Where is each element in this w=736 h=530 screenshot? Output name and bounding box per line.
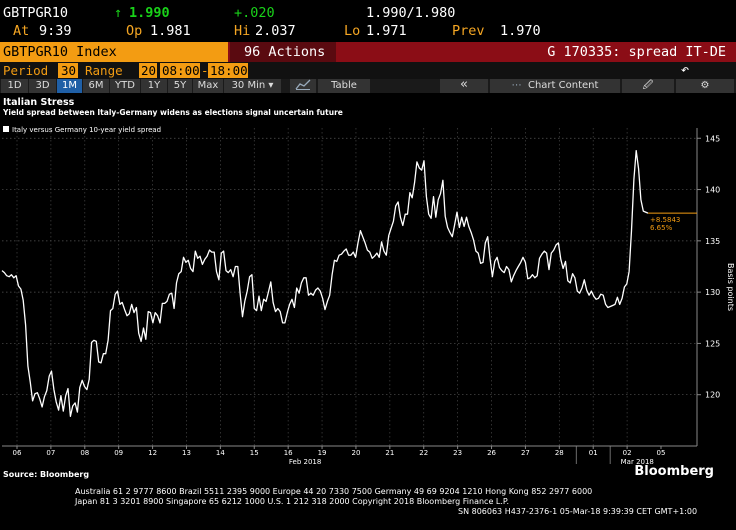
x-tick-label: 14: [216, 449, 225, 457]
undo-icon[interactable]: ↶: [680, 62, 690, 78]
ticker: GBTPGR10: [3, 5, 69, 21]
x-tick-label: 23: [453, 449, 462, 457]
footer-session-line: SN 806063 H437-2376-1 05-Mar-18 9:39:39 …: [458, 507, 698, 516]
toolbar: 1D 3D 1M 6M YTD 1Y 5Y Max 30 Min ▾ Table…: [0, 78, 736, 93]
parameter-bar: Period 30 Range 20 08:00 - 18:00 ↶: [0, 62, 736, 79]
source-note: Source: Bloomberg: [3, 470, 90, 479]
x-tick-label: 21: [385, 449, 394, 457]
chart-content-label: Chart Content: [527, 80, 599, 91]
y-tick-label: 140: [705, 186, 720, 195]
prev-value: 1.970: [500, 23, 541, 39]
range-button-1y[interactable]: 1Y: [141, 79, 167, 93]
actions-label: Actions: [268, 44, 326, 60]
line-chart: Italy versus Germany 10-year yield sprea…: [1, 126, 735, 464]
low-value: 1.971: [366, 23, 407, 39]
range-field[interactable]: 20: [139, 63, 157, 78]
range-button-max[interactable]: Max: [193, 79, 223, 93]
x-tick-label: 07: [46, 449, 55, 457]
price-change: +.020: [234, 5, 275, 21]
legend-label: Italy versus Germany 10-year yield sprea…: [12, 126, 161, 134]
x-tick-label: 22: [419, 449, 428, 457]
chart-title: Italian Stress: [3, 97, 75, 108]
y-axis-label: Basis points: [726, 263, 735, 311]
x-tick-label: 20: [351, 449, 360, 457]
legend-swatch: [3, 126, 9, 132]
page-title: G 170335: spread IT-DE: [547, 44, 726, 60]
y-tick-label: 135: [705, 237, 720, 246]
bid-ask: 1.990/1.980: [366, 5, 456, 21]
chart-content-button[interactable]: ⋯ Chart Content: [490, 79, 620, 93]
table-button[interactable]: Table: [318, 79, 370, 93]
chart-content-icon: ⋯: [511, 80, 525, 91]
time-to-field[interactable]: 18:00: [208, 63, 248, 78]
x-tick-label: 08: [80, 449, 89, 457]
x-tick-label: 06: [13, 449, 22, 457]
prev-label: Prev: [452, 23, 485, 39]
period-field[interactable]: 30: [58, 63, 78, 78]
x-tick-label: 28: [555, 449, 564, 457]
open-label: Op: [126, 23, 143, 39]
annotate-icon[interactable]: 🖉: [622, 79, 674, 93]
frequency-value: 30 Min: [231, 80, 266, 91]
up-arrow-icon: ↑: [114, 5, 123, 21]
x-tick-label: 12: [148, 449, 157, 457]
x-tick-label: 02: [623, 449, 632, 457]
last-pct-label: 6.65%: [650, 224, 673, 232]
x-tick-label: 15: [250, 449, 259, 457]
high-value: 2.037: [255, 23, 296, 39]
last-value-label: +8.5843: [650, 216, 680, 224]
footer-copyright-line: Japan 81 3 3201 8900 Singapore 65 6212 1…: [75, 497, 510, 506]
x-tick-label: 09: [114, 449, 123, 457]
at-value: 9:39: [39, 23, 72, 39]
range-button-1d[interactable]: 1D: [1, 79, 28, 93]
title-bar: GBTPGR10 Index 96 Actions ▾ G 170335: sp…: [0, 42, 736, 76]
x-tick-label: 13: [182, 449, 191, 457]
actions-icon: 96: [244, 44, 261, 60]
frequency-dropdown[interactable]: 30 Min ▾: [224, 79, 281, 93]
y-tick-label: 125: [705, 339, 720, 348]
x-tick-label: 19: [318, 449, 327, 457]
x-tick-label: 27: [521, 449, 530, 457]
time-from-field[interactable]: 08:00: [160, 63, 200, 78]
range-button-3d[interactable]: 3D: [29, 79, 56, 93]
chevron-down-icon: ▾: [268, 80, 274, 91]
quote-row-1: GBTPGR10 ↑ 1.990 +.020 1.990/1.980: [0, 3, 736, 24]
actions-menu-button[interactable]: 96 Actions ▾: [230, 42, 336, 76]
time-separator: -: [201, 63, 209, 78]
range-button-5y[interactable]: 5Y: [168, 79, 192, 93]
range-button-1m[interactable]: 1M: [57, 79, 82, 93]
range-button-ytd[interactable]: YTD: [110, 79, 140, 93]
bloomberg-logo: Bloomberg: [634, 464, 714, 479]
y-tick-label: 130: [705, 288, 720, 297]
collapse-icon[interactable]: «: [440, 78, 488, 93]
chart-type-icon[interactable]: [290, 79, 316, 93]
x-tick-label: 05: [657, 449, 666, 457]
footer-contacts-line: Australia 61 2 9777 8600 Brazil 5511 239…: [75, 487, 593, 496]
range-button-6m[interactable]: 6M: [83, 79, 109, 93]
gear-icon[interactable]: ⚙: [676, 79, 734, 93]
quote-row-2: At 9:39 Op 1.981 Hi 2.037 Lo 1.971 Prev …: [0, 21, 736, 42]
high-label: Hi: [234, 23, 251, 39]
x-tick-label: 16: [284, 449, 293, 457]
at-label: At: [13, 23, 30, 39]
y-tick-label: 120: [705, 391, 720, 400]
range-label: Range: [85, 63, 123, 78]
last-price: 1.990: [129, 5, 170, 21]
x-tick-label: 01: [589, 449, 598, 457]
x-tick-label: 26: [487, 449, 496, 457]
period-label: Period: [3, 63, 49, 78]
series-line: [1, 149, 649, 417]
open-value: 1.981: [150, 23, 191, 39]
y-tick-label: 145: [705, 134, 720, 143]
chart-subtitle: Yield spread between Italy-Germany widen…: [3, 108, 343, 117]
x-month-label: Mar 2018: [621, 458, 654, 464]
low-label: Lo: [344, 23, 361, 39]
x-month-label: Feb 2018: [289, 458, 321, 464]
security-field[interactable]: GBTPGR10 Index: [0, 42, 228, 62]
